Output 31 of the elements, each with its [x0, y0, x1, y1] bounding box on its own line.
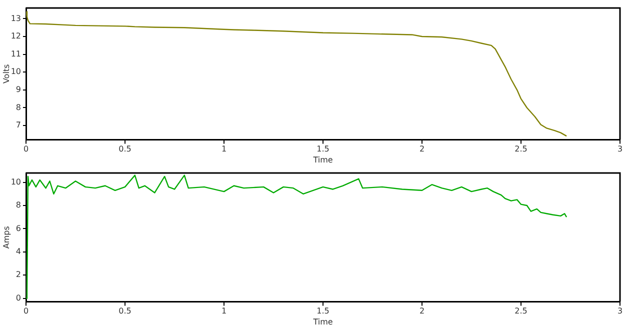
y-tick-label: 7	[16, 120, 21, 130]
x-tick-label: 1.5	[316, 306, 330, 316]
x-axis-title: Time	[312, 155, 333, 164]
x-tick-label: 3	[617, 306, 623, 316]
y-tick-label: 6	[16, 224, 21, 233]
x-tick-label: 0.5	[118, 306, 132, 316]
y-axis-title: Amps	[2, 226, 11, 249]
x-tick-label: 2.5	[514, 306, 528, 316]
x-tick-label: 2	[419, 306, 425, 316]
y-tick-label: 8	[16, 200, 21, 210]
y-tick-label: 13	[10, 14, 21, 23]
x-tick-label: 2.5	[514, 144, 528, 154]
y-tick-label: 9	[16, 85, 21, 94]
y-axis-title: Volts	[2, 64, 11, 84]
y-tick-label: 8	[16, 102, 21, 112]
x-tick-label: 0.5	[118, 144, 132, 154]
x-axis-title: Time	[312, 317, 333, 326]
x-tick-label: 1.5	[316, 144, 330, 154]
y-tick-label: 2	[16, 270, 21, 280]
x-tick-label: 0	[23, 144, 29, 154]
x-tick-label: 1	[221, 306, 227, 316]
y-tick-label: 10	[10, 67, 21, 76]
y-tick-label: 4	[16, 246, 21, 256]
y-tick-label: 0	[16, 293, 21, 302]
x-tick-label: 1	[221, 144, 227, 154]
y-tick-label: 11	[10, 49, 21, 58]
y-tick-label: 10	[10, 177, 21, 186]
x-tick-label: 0	[23, 306, 29, 316]
y-tick-label: 12	[10, 32, 21, 41]
x-tick-label: 2	[419, 144, 425, 154]
x-tick-label: 3	[617, 144, 623, 154]
